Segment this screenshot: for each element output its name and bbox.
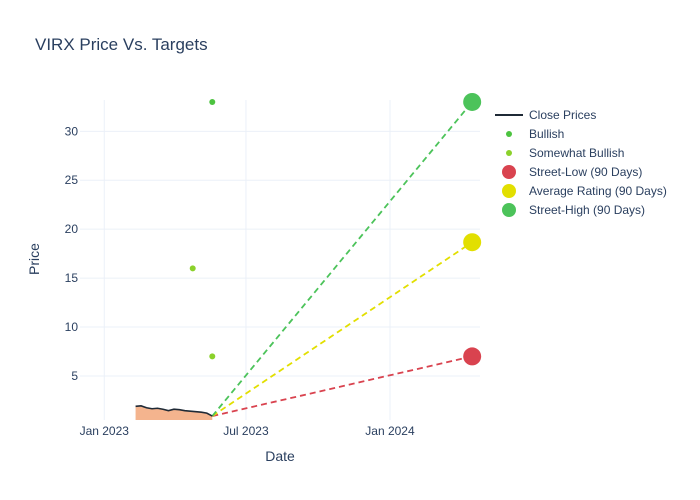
legend-swatch-somewhat-bullish xyxy=(506,150,512,156)
grid xyxy=(80,100,480,420)
legend-label-close-prices: Close Prices xyxy=(529,108,596,122)
legend-swatch-street-high-90-days xyxy=(502,203,516,217)
average-rating-marker xyxy=(463,233,482,252)
y-tick-label: 25 xyxy=(65,173,79,187)
legend-label-average-rating-90-days: Average Rating (90 Days) xyxy=(529,184,667,198)
y-tick-label: 10 xyxy=(65,320,79,334)
legend-label-somewhat-bullish: Somewhat Bullish xyxy=(529,146,624,160)
street-high-marker xyxy=(463,92,482,111)
chart-title: VIRX Price Vs. Targets xyxy=(35,35,208,54)
x-tick-label: Jul 2023 xyxy=(223,424,269,438)
x-tick-label: Jan 2023 xyxy=(80,424,130,438)
legend-swatch-average-rating-90-days xyxy=(502,184,516,198)
street-low-marker xyxy=(463,347,482,366)
x-tick-label: Jan 2024 xyxy=(365,424,415,438)
axis-ticks: 5 10 15 20 25 30 Jan 2023 Jul 2023 Jan 2024 xyxy=(65,124,415,438)
legend-label-street-low-90-days: Street-Low (90 Days) xyxy=(529,165,642,179)
close-price-fill xyxy=(135,405,213,420)
street-low-line xyxy=(212,355,473,417)
legend-swatch-bullish xyxy=(506,131,512,137)
close-price-line xyxy=(135,404,213,417)
close-price-area xyxy=(135,405,213,420)
y-tick-label: 30 xyxy=(65,124,79,138)
target-lines xyxy=(211,92,482,417)
legend-label-bullish: Bullish xyxy=(529,127,564,141)
average-rating-line xyxy=(211,241,473,417)
y-tick-label: 5 xyxy=(71,369,78,383)
legend: Close Prices Bullish Somewhat Bullish Stree… xyxy=(495,108,667,217)
somewhat-bullish-point xyxy=(209,353,216,360)
close-price-line-group xyxy=(135,404,213,417)
y-axis-title: Price xyxy=(26,243,42,275)
bullish-point xyxy=(209,98,216,105)
x-axis-title: Date xyxy=(265,448,295,464)
rating-points xyxy=(189,98,216,360)
street-high-line xyxy=(211,101,473,417)
somewhat-bullish-point xyxy=(189,265,196,272)
legend-label-street-high-90-days: Street-High (90 Days) xyxy=(529,203,645,217)
y-tick-label: 20 xyxy=(65,222,79,236)
legend-swatch-street-low-90-days xyxy=(502,165,516,179)
y-tick-label: 15 xyxy=(65,271,79,285)
